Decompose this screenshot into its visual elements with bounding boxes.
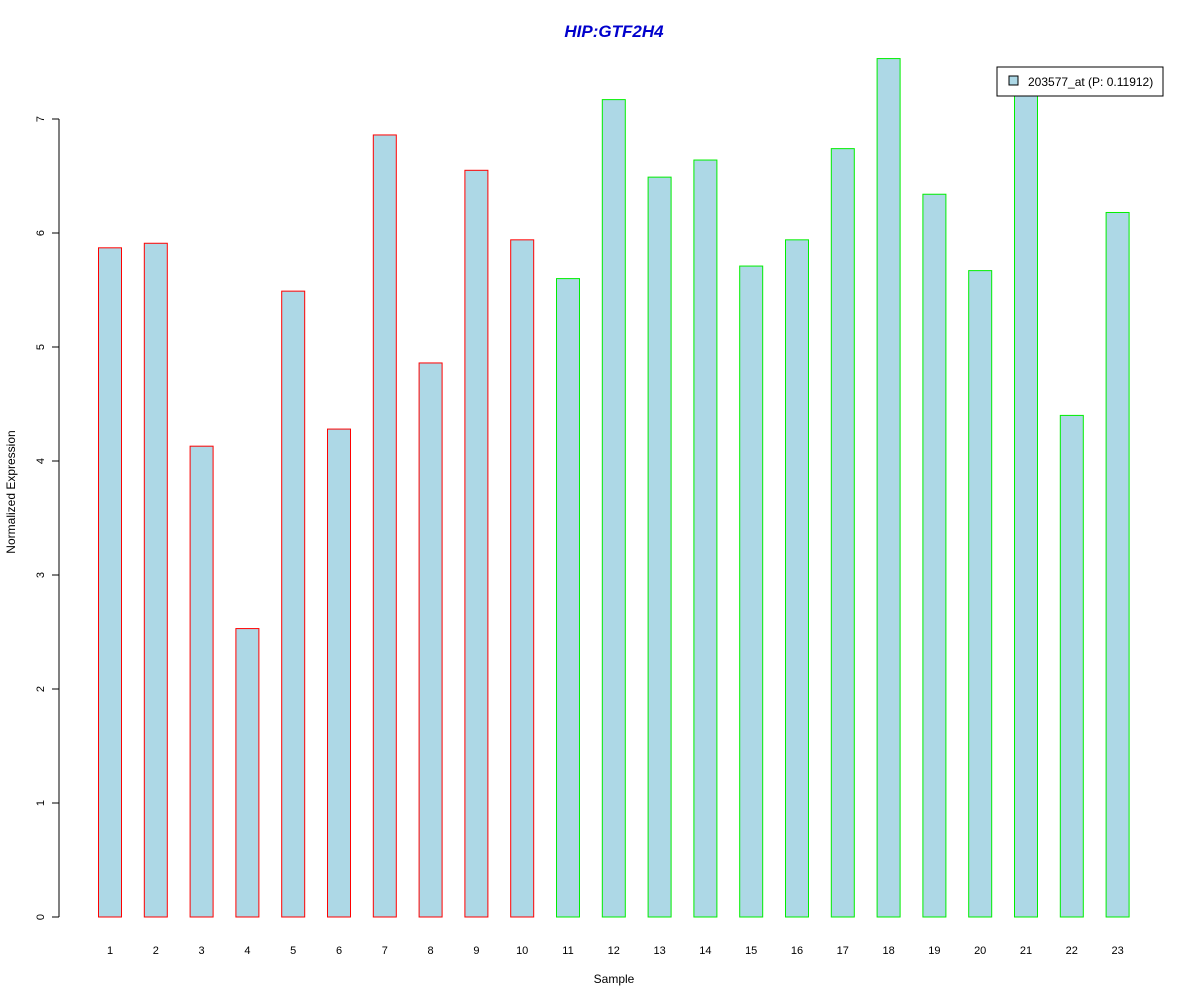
x-tick-label: 5: [290, 945, 296, 957]
x-tick-label: 10: [516, 945, 528, 957]
x-tick-label: 14: [699, 945, 711, 957]
x-tick-label: 1: [107, 945, 113, 957]
bar-sample-19: [922, 193, 947, 918]
chart-title: HIP:GTF2H4: [564, 22, 664, 41]
x-tick-label: 12: [608, 945, 620, 957]
bar-sample-14: [693, 159, 718, 918]
bar-sample-9: [464, 169, 489, 918]
bar-sample-12: [601, 99, 626, 918]
y-tick-label: 3: [35, 572, 47, 578]
y-axis: 0 1 2 3 4 5 6 7: [35, 116, 60, 920]
bar-sample-13: [647, 176, 672, 918]
bar-sample-16: [785, 239, 809, 918]
legend-box: [996, 66, 1164, 97]
x-tick-label: 23: [1111, 945, 1123, 957]
y-tick-label: 7: [35, 116, 47, 122]
bar-sample-18: [876, 58, 901, 918]
legend-label: 203577_at (P: 0.11912): [1028, 75, 1153, 89]
y-axis-label: Normalized Expression: [4, 430, 18, 553]
y-tick-label: 4: [35, 458, 47, 464]
bar-sample-4: [235, 628, 260, 918]
bar-sample-23: [1105, 211, 1130, 918]
x-tick-label: 19: [928, 945, 940, 957]
bar-sample-21: [1014, 91, 1038, 918]
x-tick-label: 6: [336, 945, 342, 957]
y-tick-label: 6: [35, 230, 47, 236]
y-tick-label: 1: [35, 800, 47, 806]
bar-sample-17: [830, 148, 855, 918]
y-tick-label: 5: [35, 344, 47, 350]
x-axis-ticks: 1 2 3 4 5 6 7 8 9 10 11 12 13 14 15 16 17 18 19 20 21 22 23: [107, 945, 1124, 957]
x-tick-label: 18: [882, 945, 894, 957]
x-tick-label: 4: [244, 945, 250, 957]
bar-sample-15: [739, 265, 764, 918]
x-tick-label: 8: [428, 945, 434, 957]
bar-sample-22: [1059, 414, 1084, 918]
bar-sample-10: [510, 239, 535, 918]
x-tick-label: 21: [1020, 945, 1032, 957]
x-tick-label: 16: [791, 945, 803, 957]
bar-sample-5: [281, 290, 306, 918]
x-tick-label: 3: [199, 945, 205, 957]
bar-sample-7: [372, 134, 397, 918]
x-tick-label: 13: [653, 945, 665, 957]
legend-swatch: [1008, 75, 1019, 86]
x-axis-label: Sample: [594, 972, 635, 986]
x-tick-label: 7: [382, 945, 388, 957]
bar-sample-8: [418, 362, 443, 918]
bar-sample-6: [327, 428, 351, 918]
y-tick-label: 2: [35, 686, 47, 692]
x-tick-label: 22: [1066, 945, 1078, 957]
x-tick-label: 9: [473, 945, 479, 957]
bar-sample-1: [98, 247, 122, 918]
legend: 203577_at (P: 0.11912): [996, 66, 1164, 97]
y-tick-label: 0: [35, 914, 47, 920]
x-tick-label: 20: [974, 945, 986, 957]
x-tick-label: 2: [153, 945, 159, 957]
bar-sample-11: [556, 278, 580, 918]
bar-sample-3: [189, 445, 214, 918]
bar-sample-20: [968, 270, 993, 918]
bars: [98, 58, 1130, 918]
x-tick-label: 11: [562, 945, 573, 957]
x-tick-label: 15: [745, 945, 757, 957]
bar-sample-2: [143, 242, 168, 918]
x-tick-label: 17: [837, 945, 849, 957]
